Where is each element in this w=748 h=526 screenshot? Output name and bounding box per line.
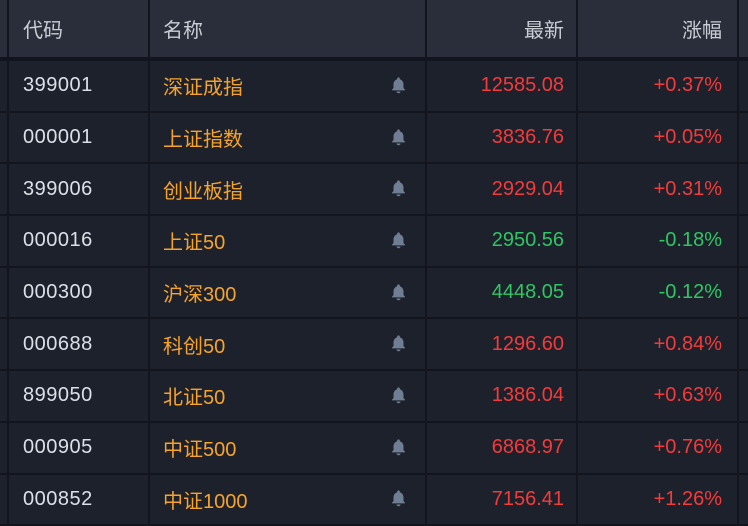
bell-icon[interactable] (388, 333, 409, 355)
index-code: 000905 (8, 421, 150, 475)
row-right-edge (738, 370, 748, 423)
row-left-edge (0, 421, 9, 475)
bell-icon[interactable] (388, 437, 409, 459)
index-code: 000300 (8, 266, 150, 320)
row-left-edge (0, 215, 9, 268)
row-left-edge (0, 163, 9, 217)
table-row[interactable]: 000001 上证指数 3836.76 +0.05% (0, 111, 748, 165)
row-right-edge (738, 421, 748, 475)
latest-price: 2929.04 (426, 163, 578, 217)
bell-icon[interactable] (388, 282, 409, 304)
header-left-edge (0, 0, 9, 61)
index-code: 000688 (8, 318, 150, 372)
table-row[interactable]: 000688 科创50 1296.60 +0.84% (0, 318, 748, 372)
bell-icon[interactable] (388, 385, 409, 407)
bell-icon[interactable] (388, 488, 409, 510)
latest-price: 4448.05 (426, 266, 578, 320)
index-name: 创业板指 (163, 180, 243, 203)
change-percent: +0.84% (577, 318, 739, 372)
index-name: 科创50 (163, 335, 226, 358)
index-code: 899050 (8, 370, 150, 423)
row-left-edge (0, 266, 9, 320)
table-header: 代码 名称 最新 涨幅 (0, 0, 748, 61)
row-left-edge (0, 473, 9, 526)
table-body: 399001 深证成指 12585.08 +0.37% 000001 上证指数 (0, 59, 748, 526)
table-row[interactable]: 000016 上证50 2950.56 -0.18% (0, 215, 748, 268)
change-percent: +0.37% (577, 59, 739, 113)
column-header-latest[interactable]: 最新 (426, 0, 578, 61)
row-right-edge (738, 266, 748, 320)
latest-price: 2950.56 (426, 215, 578, 268)
table-row[interactable]: 000300 沪深300 4448.05 -0.12% (0, 266, 748, 320)
row-left-edge (0, 59, 9, 113)
column-header-code[interactable]: 代码 (8, 0, 150, 61)
change-percent: +1.26% (577, 473, 739, 526)
change-percent: +0.05% (577, 111, 739, 165)
index-code: 000001 (8, 111, 150, 165)
row-right-edge (738, 111, 748, 165)
bell-icon[interactable] (388, 178, 409, 200)
row-left-edge (0, 318, 9, 372)
latest-price: 3836.76 (426, 111, 578, 165)
table-row[interactable]: 899050 北证50 1386.04 +0.63% (0, 370, 748, 423)
index-name: 上证50 (163, 232, 226, 255)
table-row[interactable]: 399006 创业板指 2929.04 +0.31% (0, 163, 748, 217)
change-percent: -0.12% (577, 266, 739, 320)
column-header-name[interactable]: 名称 (149, 0, 427, 61)
table-row[interactable]: 000852 中证1000 7156.41 +1.26% (0, 473, 748, 526)
row-right-edge (738, 215, 748, 268)
row-left-edge (0, 370, 9, 423)
latest-price: 1296.60 (426, 318, 578, 372)
table-row[interactable]: 000905 中证500 6868.97 +0.76% (0, 421, 748, 475)
row-left-edge (0, 111, 9, 165)
latest-price: 7156.41 (426, 473, 578, 526)
change-percent: +0.31% (577, 163, 739, 217)
bell-icon[interactable] (388, 230, 409, 252)
latest-price: 6868.97 (426, 421, 578, 475)
index-name: 中证500 (163, 439, 237, 462)
index-code: 000852 (8, 473, 150, 526)
index-name: 上证指数 (163, 129, 243, 152)
row-right-edge (738, 59, 748, 113)
row-right-edge (738, 473, 748, 526)
index-name: 中证1000 (163, 490, 248, 513)
latest-price: 12585.08 (426, 59, 578, 113)
header-right-edge (738, 0, 748, 61)
latest-price: 1386.04 (426, 370, 578, 423)
bell-icon[interactable] (388, 75, 409, 97)
index-code: 000016 (8, 215, 150, 268)
index-name: 深证成指 (163, 77, 243, 100)
change-percent: +0.76% (577, 421, 739, 475)
row-right-edge (738, 163, 748, 217)
column-header-change[interactable]: 涨幅 (577, 0, 739, 61)
row-right-edge (738, 318, 748, 372)
index-code: 399006 (8, 163, 150, 217)
change-percent: -0.18% (577, 215, 739, 268)
index-name: 沪深300 (163, 284, 237, 307)
table-row[interactable]: 399001 深证成指 12585.08 +0.37% (0, 59, 748, 113)
index-code: 399001 (8, 59, 150, 113)
change-percent: +0.63% (577, 370, 739, 423)
index-name: 北证50 (163, 387, 226, 410)
bell-icon[interactable] (388, 127, 409, 149)
